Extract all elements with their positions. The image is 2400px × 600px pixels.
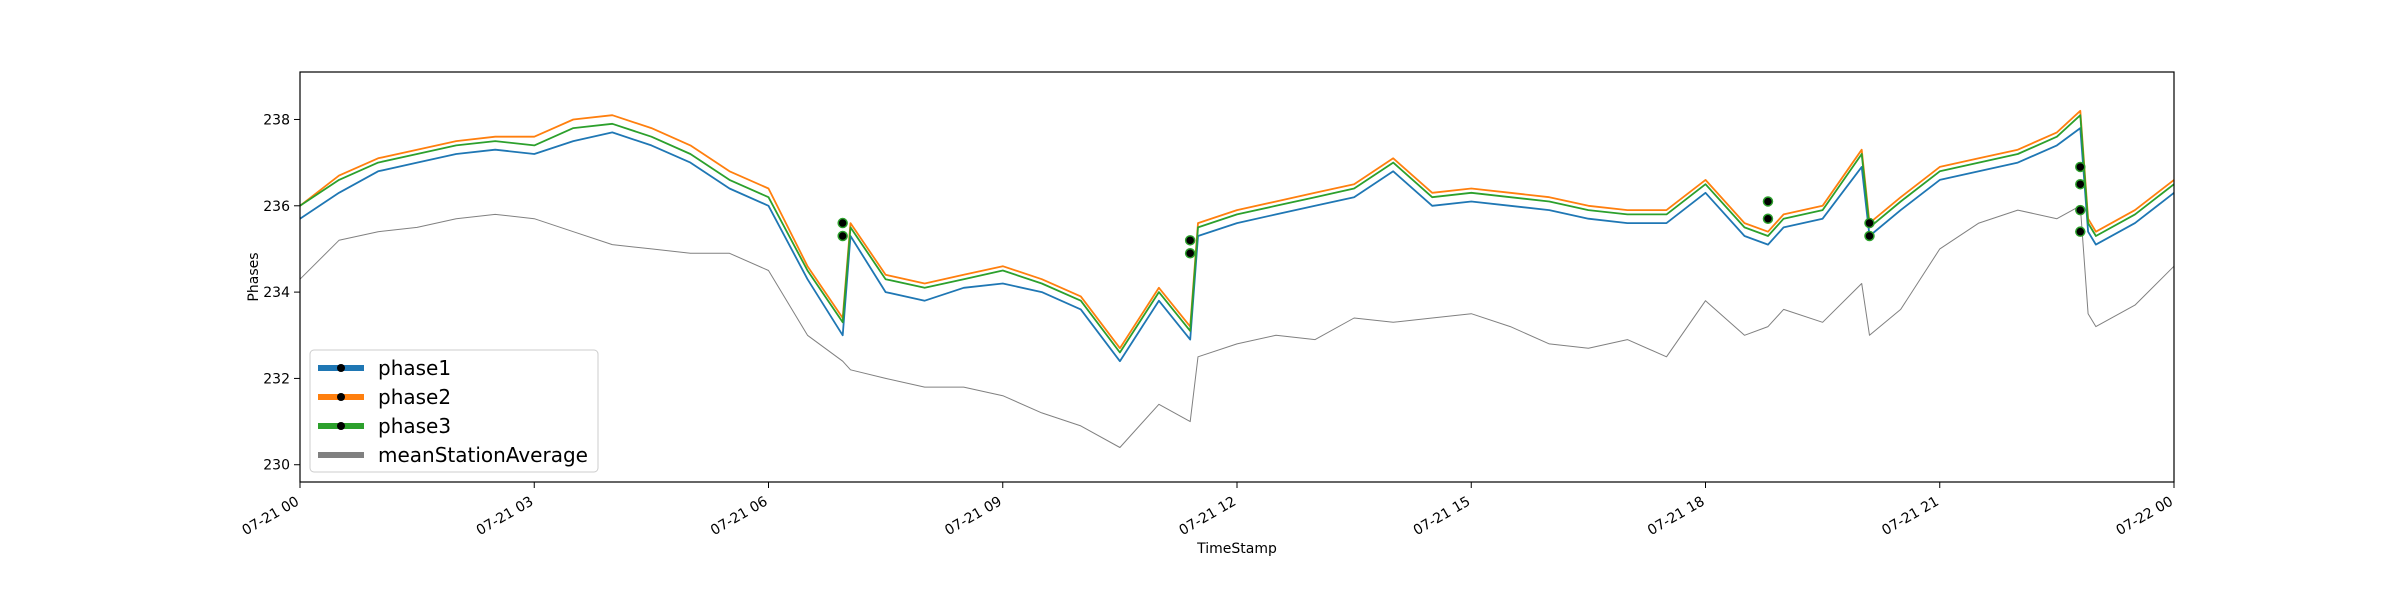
data-marker	[1864, 230, 1875, 242]
x-tick-label: 07-21 12	[1176, 494, 1239, 539]
y-tick-label: 232	[263, 371, 290, 387]
x-axis: 07-21 00 07-21 03 07-21 06 07-21 09 07-21 12…	[239, 482, 2176, 539]
series-line-phase1	[299, 127, 2175, 363]
series-line-phase2	[299, 109, 2175, 350]
marker-layer	[837, 161, 2086, 259]
legend-label: meanStationAverage	[378, 443, 588, 467]
series-line-phase3	[299, 114, 2175, 354]
x-tick-label: 07-21 06	[708, 494, 771, 539]
data-marker	[2075, 161, 2086, 173]
series-line-meanStationAverage	[299, 205, 2175, 448]
data-marker	[1762, 196, 1774, 207]
series-layer	[299, 109, 2175, 448]
legend-label: phase3	[378, 414, 451, 438]
x-tick-label: 07-21 09	[942, 494, 1005, 539]
x-tick-label: 07-22 00	[2113, 494, 2176, 539]
data-marker	[1762, 213, 1774, 224]
legend-marker	[337, 393, 345, 401]
x-tick-label: 07-21 00	[239, 494, 302, 539]
data-marker	[2075, 226, 2086, 237]
y-tick-label: 238	[263, 112, 290, 128]
x-tick-label: 07-21 03	[474, 494, 537, 539]
y-tick-label: 234	[263, 285, 290, 301]
legend-item-meanStationAverage: meanStationAverage	[318, 443, 588, 467]
data-marker	[2075, 204, 2086, 216]
legend-marker	[337, 422, 345, 430]
legend-item-phase2: phase2	[318, 385, 451, 409]
data-marker	[1184, 248, 1196, 259]
legend-box	[309, 349, 599, 473]
legend: phase1 phase2 phase3 meanStationAverage	[309, 349, 599, 473]
legend-items: phase1 phase2 phase3 meanStationAverage	[318, 356, 588, 467]
data-marker	[1184, 235, 1196, 246]
y-axis-label: Phases	[246, 252, 262, 301]
x-tick-label: 07-21 21	[1879, 494, 1942, 539]
data-marker	[2075, 178, 2086, 190]
legend-item-phase1: phase1	[318, 356, 451, 380]
data-marker	[837, 217, 848, 229]
y-tick-label: 236	[263, 199, 290, 215]
data-marker	[837, 230, 848, 242]
x-tick-label: 07-21 15	[1411, 494, 1474, 539]
x-tick-label: 07-21 18	[1645, 494, 1708, 539]
data-marker	[1864, 217, 1875, 229]
legend-label: phase1	[378, 356, 451, 380]
legend-item-phase3: phase3	[318, 414, 451, 438]
x-axis-label: TimeStamp	[1196, 541, 1277, 557]
legend-marker	[337, 364, 345, 372]
y-tick-label: 230	[263, 458, 290, 474]
y-axis: 230 232 234 236 238	[263, 112, 300, 474]
legend-label: phase2	[378, 385, 451, 409]
